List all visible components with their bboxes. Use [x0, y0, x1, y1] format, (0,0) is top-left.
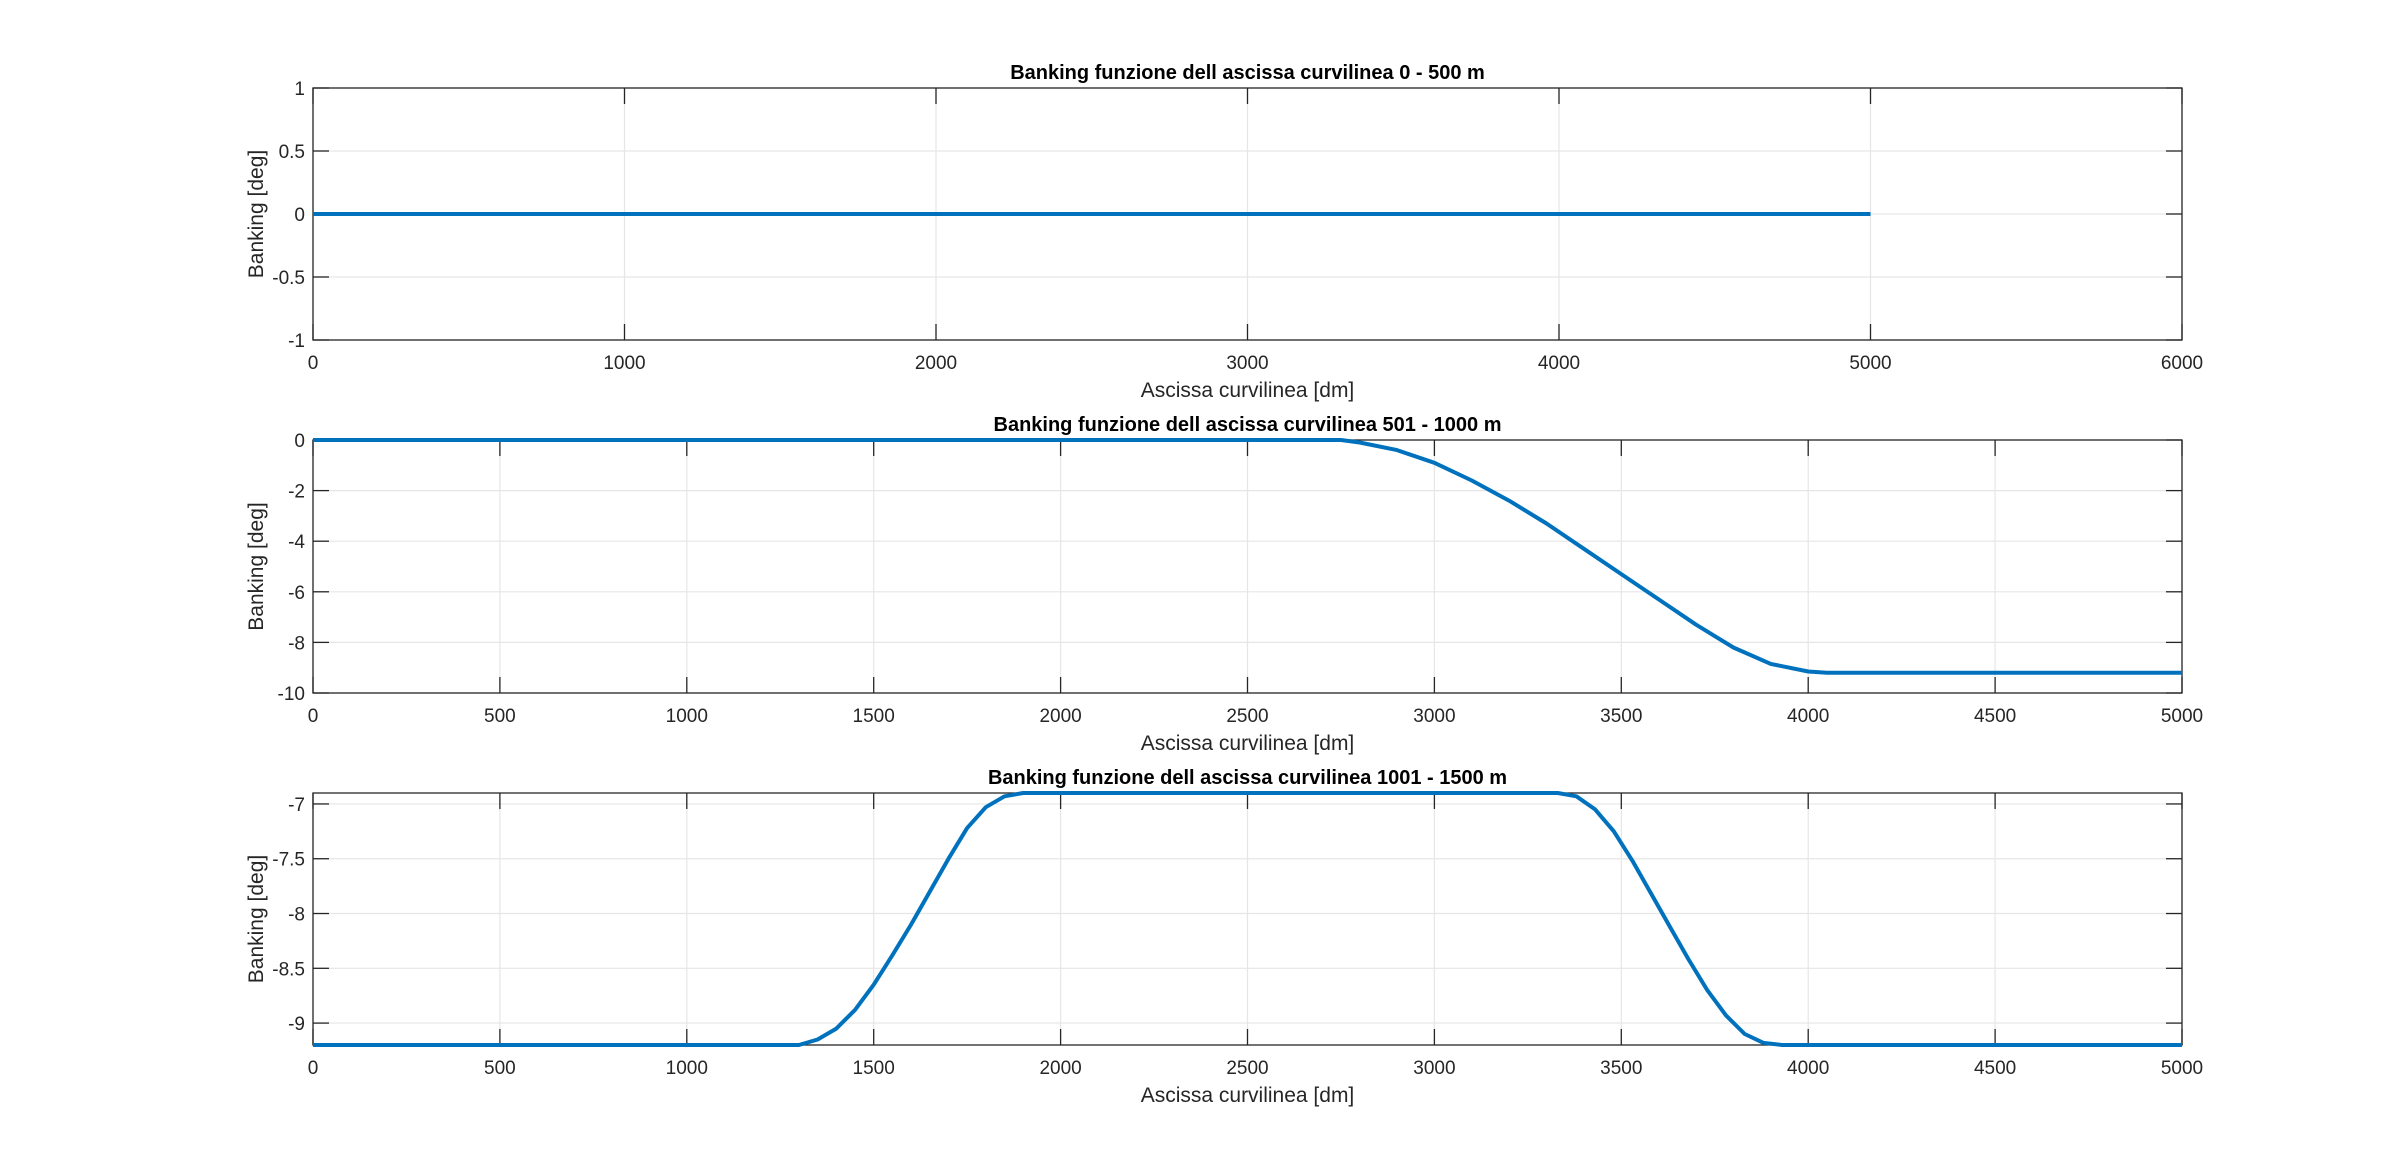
x-tick-label: 3000 — [1413, 1058, 1455, 1079]
y-tick-label: 0.5 — [279, 142, 305, 163]
series-line — [313, 438, 2182, 675]
plot-area — [313, 791, 2182, 1047]
ticks — [312, 439, 2183, 694]
axes-1: 0 1000 2000 3000 4000 5000 6000 -1 -0.5 0 0.5 1 Ban… — [245, 62, 2203, 402]
plot-area — [313, 438, 2182, 675]
x-tick-label: 500 — [484, 706, 516, 727]
y-tick-label: -6 — [288, 583, 305, 604]
axes-3: 0 500 1000 1500 2000 2500 3000 3500 4000 4500 5000… — [245, 767, 2203, 1107]
y-tick-label: -8 — [288, 633, 305, 654]
y-axis-label: Banking [deg] — [245, 150, 268, 278]
x-tick-label: 3500 — [1600, 1058, 1642, 1079]
chart-title: Banking funzione dell ascissa curvilinea… — [988, 767, 1507, 789]
y-tick-label: -7.5 — [272, 850, 305, 871]
x-tick-label: 0 — [308, 1058, 319, 1079]
y-tick-label: -0.5 — [272, 268, 305, 289]
grid-lines — [312, 439, 2183, 694]
x-tick-label: 1500 — [853, 706, 895, 727]
x-tick-label: 4000 — [1787, 1058, 1829, 1079]
x-tick-label: 2000 — [915, 353, 957, 374]
ticks — [312, 793, 2183, 1045]
y-axis-label: Banking [deg] — [245, 502, 268, 630]
x-tick-label: 1000 — [666, 1058, 708, 1079]
y-tick-label: -1 — [288, 331, 305, 352]
x-tick-label: 2500 — [1226, 706, 1268, 727]
x-tick-label: 4000 — [1787, 706, 1829, 727]
x-tick-label: 0 — [308, 706, 319, 727]
x-axis-label: Ascissa curvilinea [dm] — [1141, 379, 1355, 402]
chart-title: Banking funzione dell ascissa curvilinea… — [1010, 62, 1485, 84]
x-tick-label: 2000 — [1039, 706, 1081, 727]
y-tick-label: 0 — [294, 431, 305, 452]
x-tick-label: 3500 — [1600, 706, 1642, 727]
x-axis-label: Ascissa curvilinea [dm] — [1141, 1084, 1355, 1107]
axes-2: 0 500 1000 1500 2000 2500 3000 3500 4000 4500 5000… — [245, 414, 2203, 755]
grid-lines — [312, 793, 2183, 1045]
series-line — [313, 791, 2182, 1047]
y-tick-label: -8.5 — [272, 959, 305, 980]
y-tick-label: -10 — [278, 684, 305, 705]
x-tick-label: 5000 — [1849, 353, 1891, 374]
x-tick-label: 6000 — [2161, 353, 2203, 374]
x-tick-label: 3000 — [1413, 706, 1455, 727]
x-tick-label: 1500 — [853, 1058, 895, 1079]
y-tick-label: -4 — [288, 532, 305, 553]
y-tick-label: -2 — [288, 482, 305, 503]
x-tick-label: 4500 — [1974, 1058, 2016, 1079]
x-tick-label: 5000 — [2161, 706, 2203, 727]
chart-title: Banking funzione dell ascissa curvilinea… — [994, 414, 1502, 436]
y-tick-label: -9 — [288, 1014, 305, 1035]
x-tick-label: 2000 — [1039, 1058, 1081, 1079]
x-tick-label: 500 — [484, 1058, 516, 1079]
x-tick-label: 5000 — [2161, 1058, 2203, 1079]
tick-labels: 0 500 1000 1500 2000 2500 3000 3500 4000 4500 5000… — [278, 431, 2204, 727]
x-tick-label: 0 — [308, 353, 319, 374]
x-tick-label: 2500 — [1226, 1058, 1268, 1079]
y-tick-label: -8 — [288, 905, 305, 926]
x-tick-label: 4500 — [1974, 706, 2016, 727]
ticks — [312, 87, 2183, 341]
x-tick-label: 1000 — [603, 353, 645, 374]
y-tick-label: 1 — [294, 79, 305, 100]
y-tick-label: -7 — [288, 795, 305, 816]
tick-labels: 0 1000 2000 3000 4000 5000 6000 -1 -0.5 0 0.5 1 — [272, 79, 2203, 374]
tick-labels: 0 500 1000 1500 2000 2500 3000 3500 4000 4500 5000… — [272, 795, 2203, 1079]
y-axis-label: Banking [deg] — [245, 855, 268, 983]
x-tick-label: 4000 — [1538, 353, 1580, 374]
x-axis-label: Ascissa curvilinea [dm] — [1141, 732, 1355, 755]
y-tick-label: 0 — [294, 205, 305, 226]
x-tick-label: 3000 — [1226, 353, 1268, 374]
x-tick-label: 1000 — [666, 706, 708, 727]
